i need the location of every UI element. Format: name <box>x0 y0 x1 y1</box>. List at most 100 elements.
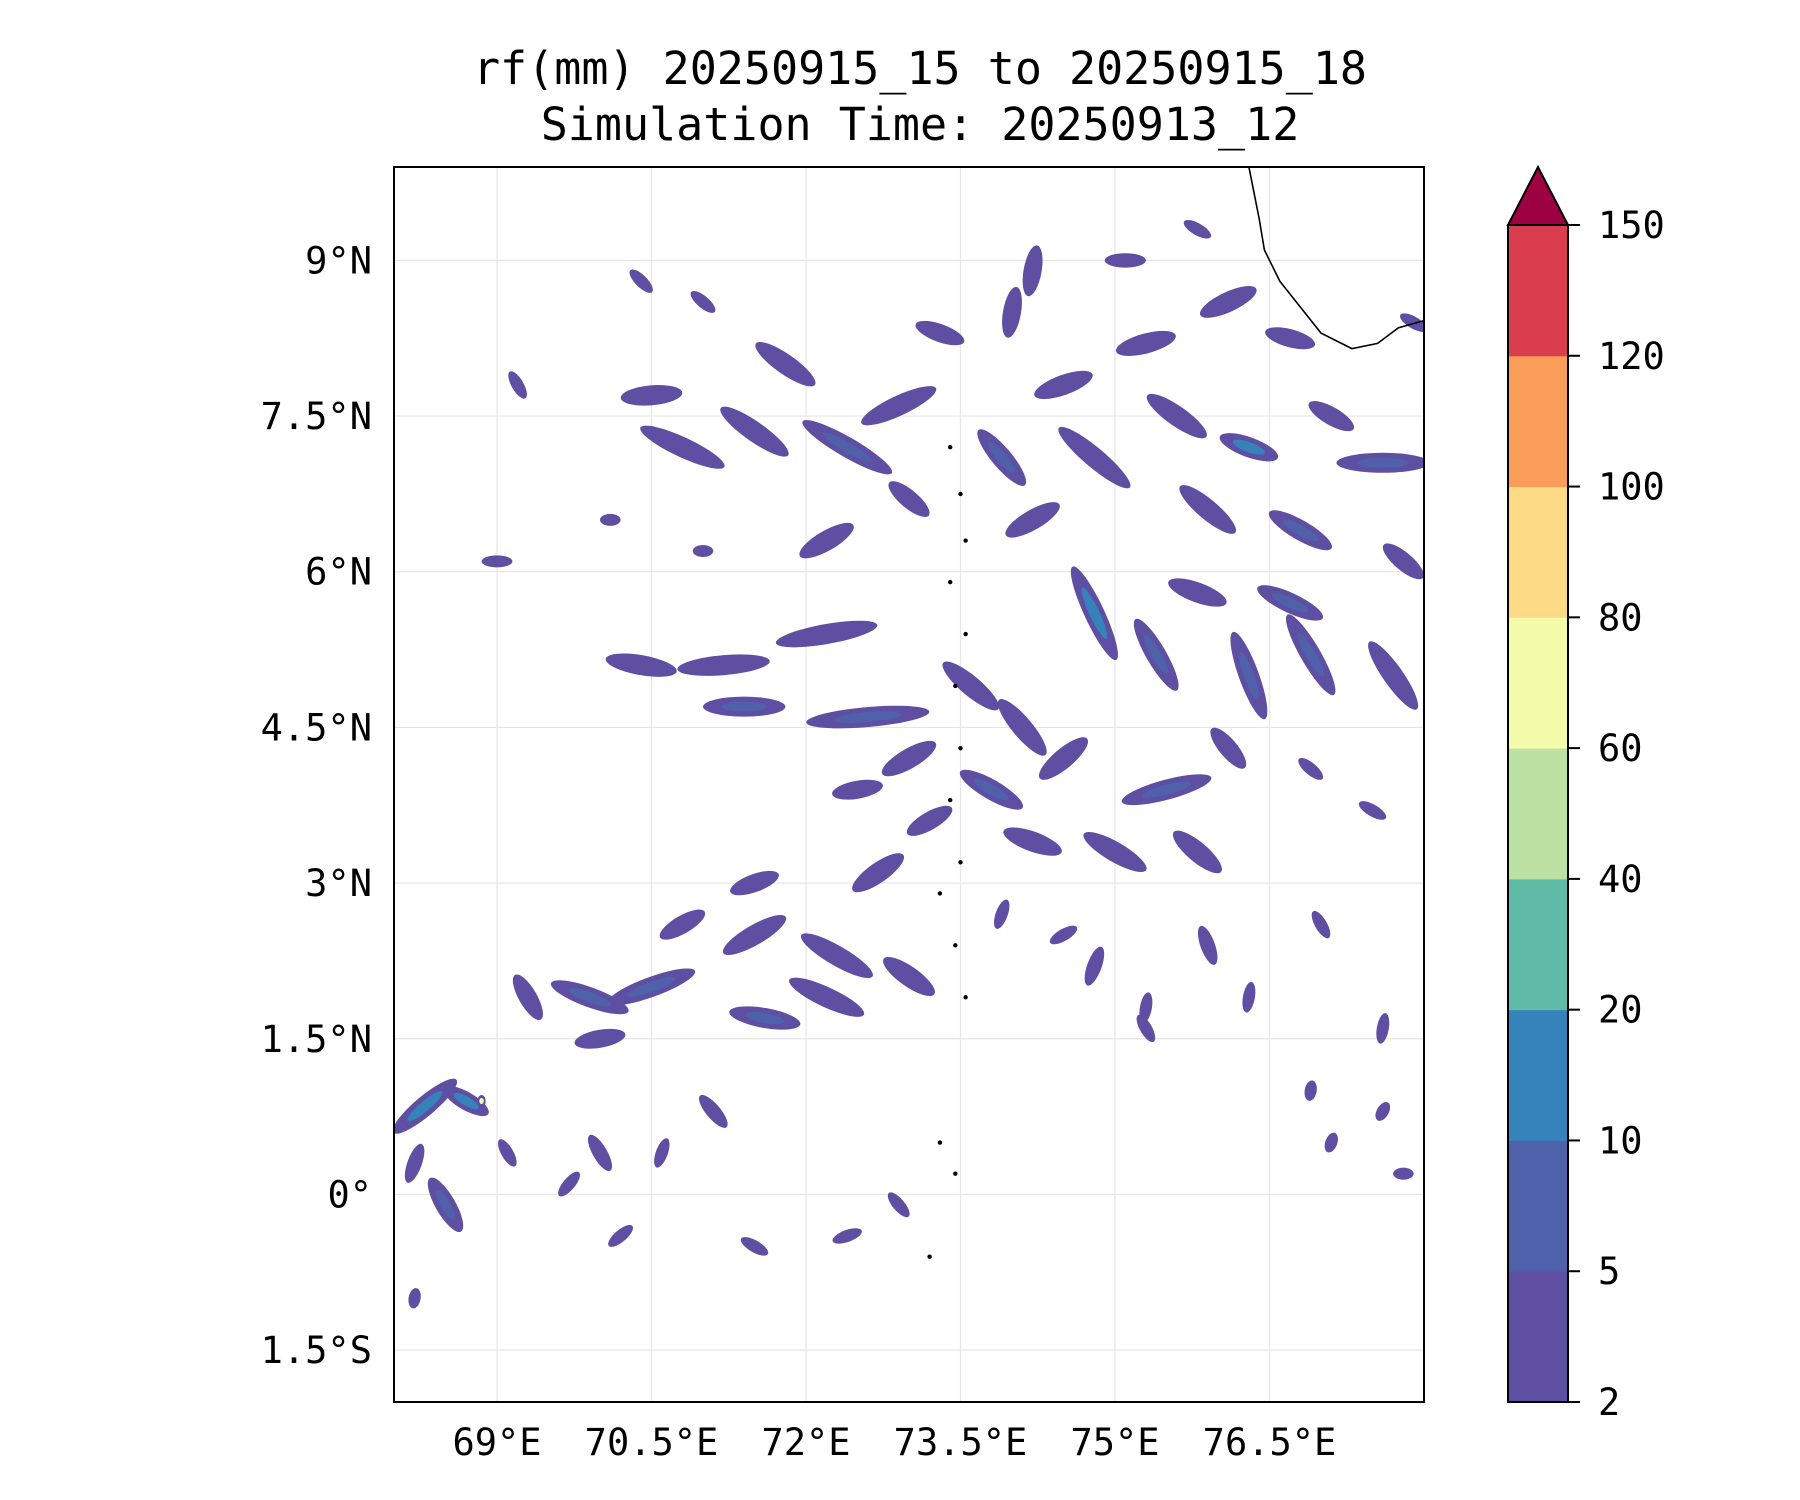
colorbar-tick-label: 120 <box>1598 335 1665 378</box>
rain-cell <box>1179 485 1237 534</box>
rain-cell <box>915 320 965 346</box>
rain-cell <box>629 269 653 293</box>
rain-cell <box>881 740 937 777</box>
colorbar-tick-label: 150 <box>1598 204 1665 247</box>
rain-cell <box>720 406 789 457</box>
rain-cell <box>1136 1014 1156 1043</box>
colorbar-tick-label: 20 <box>1598 989 1643 1032</box>
rain-cell <box>508 371 527 399</box>
colorbar-bin <box>1508 1009 1568 1141</box>
rain-cell <box>1139 992 1153 1023</box>
lat-tick-label: 4.5°N <box>261 706 372 749</box>
rain-cell <box>832 779 883 800</box>
longitude-ticks: 69°E 70.5°E 72°E 73.5°E 75°E 76.5°E <box>452 1421 1336 1464</box>
colorbar-bin <box>1508 486 1568 618</box>
rain-cell <box>1324 1132 1338 1153</box>
lon-tick-label: 75°E <box>1070 1421 1159 1464</box>
rain-cell <box>1242 982 1256 1013</box>
rain-cell <box>800 933 873 979</box>
rain-cell <box>740 1237 769 1256</box>
india-coastline <box>1248 167 1424 350</box>
rain-cell-core <box>479 1098 484 1105</box>
island-outline <box>963 631 968 637</box>
lat-tick-label: 0° <box>327 1173 372 1216</box>
rain-cell <box>1311 910 1331 939</box>
rain-cell-core <box>745 1012 785 1025</box>
rain-cell-core <box>627 976 676 997</box>
colorbar-tick-label: 100 <box>1598 466 1665 509</box>
rain-cell <box>1368 641 1419 710</box>
rain-cell <box>789 977 865 1017</box>
rain-cell-core <box>1144 634 1169 675</box>
rain-cell <box>1399 313 1424 332</box>
lat-tick-label: 3°N <box>305 862 372 905</box>
colorbar-tick-label: 2 <box>1598 1381 1620 1424</box>
rain-cell-core <box>721 701 767 712</box>
rain-cell <box>1034 370 1093 400</box>
rain-cell-core <box>435 1189 456 1220</box>
rain-cell <box>1375 1102 1391 1121</box>
rain-cell-core <box>974 778 1009 801</box>
map-title: rf(mm) 20250915_15 to 20250915_18 <box>472 42 1368 95</box>
rain-cell <box>755 341 816 387</box>
rain-cell <box>558 1171 581 1197</box>
rain-cell <box>600 513 621 526</box>
rain-cell <box>888 481 930 518</box>
rain-cell-core <box>833 711 902 723</box>
island-outline <box>953 1171 958 1176</box>
rain-cell <box>832 1228 862 1244</box>
colorbar-bin <box>1508 878 1568 1011</box>
rain-cell <box>481 555 513 568</box>
lon-tick-label: 76.5°E <box>1203 1421 1337 1464</box>
rain-cell <box>1049 925 1078 945</box>
lat-tick-label: 1.5°N <box>261 1018 372 1061</box>
rain-cell-core <box>1232 439 1265 455</box>
rain-cell <box>1308 401 1355 432</box>
rain-cell <box>852 853 905 893</box>
rain-cell <box>1005 502 1060 538</box>
rain-cell <box>1002 286 1022 338</box>
colorbar-tick-label: 80 <box>1598 596 1643 639</box>
rain-cell-core <box>1081 587 1108 640</box>
rain-cell <box>1298 757 1324 780</box>
rain-cell <box>799 522 854 559</box>
rain-cell <box>906 805 953 836</box>
colorbar-tick-label: 5 <box>1598 1250 1620 1293</box>
map-frame <box>393 166 1425 1403</box>
rain-cell <box>677 654 770 676</box>
rain-cell-core <box>1272 593 1309 613</box>
colorbar-bin <box>1508 225 1568 357</box>
colorbar-tick-label: 10 <box>1598 1119 1643 1162</box>
gridlines <box>394 167 1424 1402</box>
rain-cell-core <box>1238 651 1259 700</box>
rain-cell-core <box>1283 519 1318 542</box>
rainfall-field <box>394 219 1424 1309</box>
rain-cell <box>574 1028 626 1049</box>
lon-tick-label: 72°E <box>761 1421 850 1464</box>
rain-cell <box>654 1138 670 1168</box>
rain-cell <box>1083 831 1147 872</box>
rain-cell <box>993 899 1010 929</box>
island-outline <box>958 860 963 865</box>
rain-cell <box>404 1143 425 1183</box>
lon-tick-label: 73.5°E <box>894 1421 1028 1464</box>
lat-tick-label: 1.5°S <box>261 1329 372 1372</box>
rain-cell <box>997 699 1047 756</box>
rain-cell <box>605 653 677 677</box>
rain-cell-core <box>1141 781 1192 798</box>
rain-cell <box>1304 1080 1317 1101</box>
rain-cell <box>722 914 787 955</box>
rain-cell <box>1038 737 1089 780</box>
lon-tick-label: 70.5°E <box>585 1421 719 1464</box>
rain-cell <box>1022 245 1043 297</box>
colorbar-bin <box>1508 617 1568 749</box>
rain-cell <box>1104 253 1146 268</box>
island-outline <box>963 538 968 543</box>
rain-cell <box>1393 1167 1414 1180</box>
rain-cell <box>620 384 683 406</box>
island-outline <box>958 745 963 751</box>
island-outline <box>963 995 968 1000</box>
island-outline <box>937 1140 943 1145</box>
rain-cell <box>608 1225 634 1247</box>
